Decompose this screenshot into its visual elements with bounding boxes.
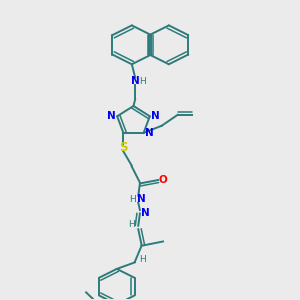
Text: H: H bbox=[139, 77, 146, 86]
Text: O: O bbox=[159, 175, 167, 185]
Text: N: N bbox=[107, 111, 116, 121]
Text: H: H bbox=[128, 220, 135, 230]
Text: N: N bbox=[131, 76, 140, 86]
Text: H: H bbox=[139, 255, 146, 264]
Text: S: S bbox=[119, 141, 128, 154]
Text: H: H bbox=[129, 195, 136, 204]
Text: N: N bbox=[152, 111, 160, 121]
Text: N: N bbox=[145, 128, 154, 138]
Text: N: N bbox=[136, 194, 145, 204]
Text: N: N bbox=[142, 208, 150, 218]
